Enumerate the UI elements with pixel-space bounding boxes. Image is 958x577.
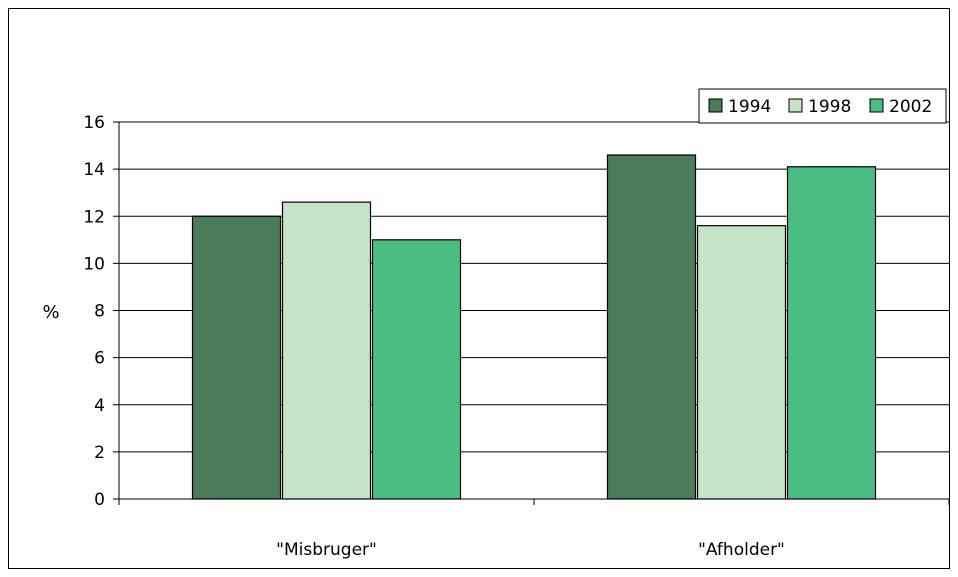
y-tick-label: 10 [83, 254, 105, 274]
x-tick-label: "Misbruger" [276, 540, 377, 560]
legend-label: 1994 [728, 97, 771, 117]
bar-2002-0 [371, 239, 462, 500]
bar-1998-0 [281, 201, 372, 500]
bar-1998-1 [696, 225, 787, 500]
y-tick-label: 2 [94, 443, 105, 463]
legend-swatch-2002 [869, 98, 884, 113]
bar-chart: 0 2 4 6 8 10 12 14 16 "Misbruger" "Afholder" % 19… [42, 88, 950, 560]
chart-frame: 0 2 4 6 8 10 12 14 16 "Misbruger" "Afholder" % 19… [8, 8, 950, 569]
x-tick-label: "Afholder" [698, 540, 785, 560]
legend-label: 2002 [889, 97, 932, 117]
y-tick-label: 12 [83, 207, 105, 227]
legend: 1994 1998 2002 [698, 88, 947, 124]
y-tick-label: 0 [94, 490, 105, 510]
y-tick-labels: 0 2 4 6 8 10 12 14 16 [83, 113, 105, 510]
bar-2002-1 [786, 166, 877, 500]
y-axis-label: % [42, 302, 59, 323]
y-tick-label: 6 [94, 349, 105, 369]
legend-label: 1998 [808, 97, 851, 117]
axes [113, 121, 950, 505]
legend-swatch-1998 [788, 98, 803, 113]
y-tick-label: 4 [94, 396, 105, 416]
bar-1994-0 [191, 215, 282, 500]
y-tick-label: 8 [94, 302, 105, 322]
bars [191, 154, 877, 500]
y-tick-label: 16 [83, 113, 105, 133]
legend-box [698, 88, 947, 124]
y-tick-label: 14 [83, 160, 105, 180]
x-tick-labels: "Misbruger" "Afholder" [276, 540, 785, 560]
legend-swatch-1994 [708, 98, 723, 113]
bar-1994-1 [606, 154, 697, 500]
